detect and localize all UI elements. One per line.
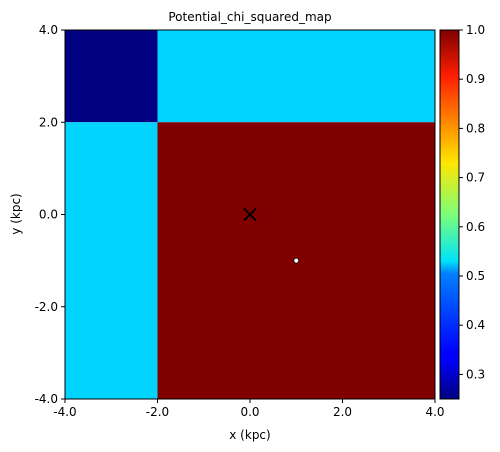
colorbar-tick-label: 0.8 [466,121,485,135]
heatmap-cell-1 [157,30,435,123]
y-ticks: -4.0 -2.0 0.0 2.0 4.0 [35,23,65,406]
x-tick-label: -4.0 [53,405,76,419]
y-axis-label: y (kpc) [9,193,23,234]
heatmap-cell-0 [65,30,158,123]
colorbar-tick-label: 0.5 [466,269,485,283]
colorbar [439,29,460,400]
x-ticks: -4.0 -2.0 0.0 2.0 4.0 [53,399,445,419]
y-tick-label: 0.0 [39,208,58,222]
y-tick-label: 4.0 [39,23,58,37]
chart-title: Potential_chi_squared_map [168,10,331,24]
colorbar-tick-label: 0.9 [466,72,485,86]
x-tick-label: 0.0 [240,405,259,419]
x-marker [243,207,257,222]
y-tick-label: 2.0 [39,115,58,129]
x-axis-label: x (kpc) [229,428,270,442]
y-tick-label: -2.0 [35,300,58,314]
colorbar-tick-label: 0.4 [466,318,485,332]
colorbar-tick-label: 0.6 [466,220,485,234]
dot-marker [293,257,300,264]
markers [243,207,300,264]
x-tick-label: -2.0 [146,405,169,419]
x-tick-label: 4.0 [425,405,444,419]
x-tick-label: 2.0 [333,405,352,419]
colorbar-tick-label: 0.3 [466,367,485,381]
colorbar-tick-label: 1.0 [466,23,485,37]
y-tick-label: -4.0 [35,392,58,406]
heatmap-cells [65,30,435,399]
colorbar-tick-label: 0.7 [466,171,485,185]
heatmap-cell-2 [65,122,158,399]
colorbar-ticks: 0.3 0.4 0.5 0.6 0.7 0.8 0.9 1.0 [459,23,485,381]
